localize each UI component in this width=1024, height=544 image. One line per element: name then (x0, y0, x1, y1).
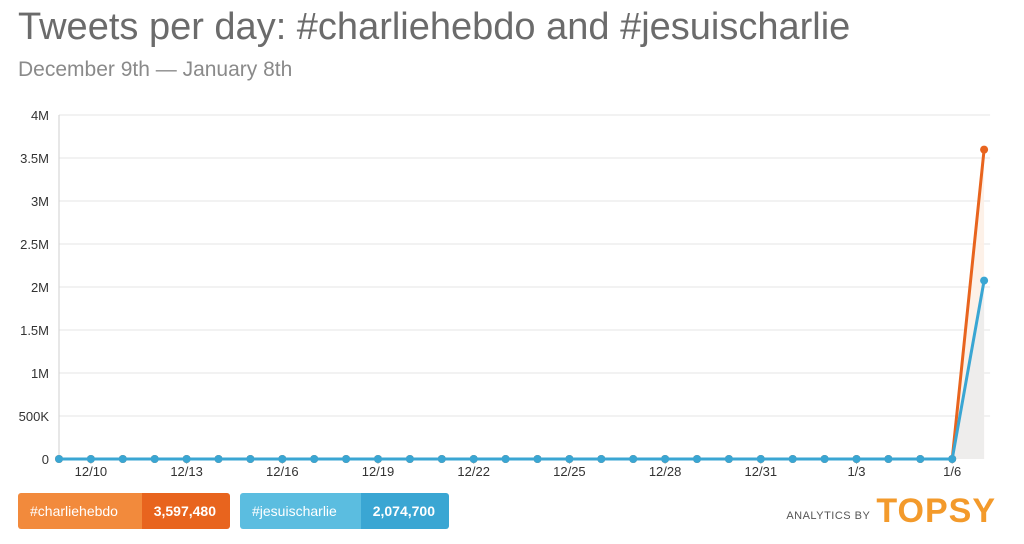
y-tick-label: 2.5M (20, 237, 49, 252)
series-line (59, 149, 986, 461)
legend-value-jesuischarlie: 2,074,700 (360, 493, 449, 529)
data-point (278, 455, 287, 463)
legend-label-charliehebdo: #charliehebdo (18, 493, 142, 529)
data-point (501, 455, 510, 463)
x-tick-label: 12/22 (457, 464, 490, 479)
data-point (342, 455, 351, 463)
x-tick-label: 12/16 (266, 464, 299, 479)
analytics-by-text: ANALYTICS BY (786, 510, 871, 522)
data-point (437, 455, 446, 463)
y-tick-label: 3.5M (20, 151, 49, 166)
data-point (182, 455, 191, 463)
y-tick-label: 2M (31, 280, 49, 295)
y-tick-label: 1.5M (20, 323, 49, 338)
topsy-logo: TOPSY (876, 492, 996, 530)
data-point (629, 455, 638, 463)
data-point (724, 455, 733, 463)
data-point (310, 455, 319, 463)
data-point (55, 455, 63, 463)
data-point (980, 145, 989, 154)
y-tick-label: 4M (31, 108, 49, 123)
y-tick-label: 0 (42, 452, 49, 467)
legend-label-jesuischarlie: #jesuischarlie (240, 493, 361, 529)
series-area (59, 280, 985, 459)
x-tick-label: 12/25 (553, 464, 586, 479)
data-point (788, 455, 797, 463)
chart-subtitle: December 9th — January 8th (18, 58, 293, 81)
legend-item-charliehebdo[interactable]: #charliehebdo 3,597,480 (18, 493, 230, 529)
data-point (565, 455, 574, 463)
data-point (661, 455, 670, 463)
data-point (852, 455, 861, 463)
line-chart: 0 500K 1M 1.5M 2M 2.5M 3M 3.5M 4M 12/10 12/13 12/16… (19, 108, 991, 479)
data-point (246, 455, 255, 463)
legend-item-jesuischarlie[interactable]: #jesuischarlie 2,074,700 (240, 493, 449, 529)
data-point (214, 455, 223, 463)
data-point (820, 455, 829, 463)
y-tick-label: 500K (19, 409, 50, 424)
data-point (86, 455, 95, 463)
y-tick-label: 1M (31, 366, 49, 381)
x-tick-label: 12/19 (362, 464, 395, 479)
data-point (980, 276, 989, 285)
data-point (150, 455, 159, 463)
x-tick-label: 1/3 (847, 464, 865, 479)
series-area (59, 149, 985, 460)
y-tick-label: 3M (31, 194, 49, 209)
data-point (756, 455, 765, 463)
topsy-branding: ANALYTICS BY TOPSY (786, 494, 996, 528)
legend-value-charliehebdo: 3,597,480 (141, 493, 230, 529)
series-line (59, 280, 986, 461)
data-point (374, 455, 382, 463)
x-tick-label: 12/31 (745, 464, 778, 479)
data-point (948, 455, 957, 463)
x-tick-label: 12/10 (75, 464, 108, 479)
data-point (916, 455, 925, 463)
data-point (469, 455, 478, 463)
data-point (884, 455, 893, 463)
data-point (405, 455, 414, 463)
data-point (693, 455, 701, 463)
data-point (118, 455, 127, 463)
x-tick-label: 12/28 (649, 464, 682, 479)
chart-title: Tweets per day: #charliehebdo and #jesui… (18, 6, 851, 48)
x-tick-label: 12/13 (170, 464, 203, 479)
data-point (533, 455, 542, 463)
data-point (597, 455, 606, 463)
x-tick-label: 1/6 (943, 464, 961, 479)
